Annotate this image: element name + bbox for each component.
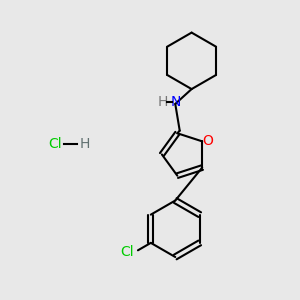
Text: Cl: Cl (120, 245, 134, 259)
Text: N: N (171, 94, 181, 109)
Text: O: O (202, 134, 213, 148)
Text: H: H (80, 137, 90, 151)
Text: H: H (158, 94, 168, 109)
Text: Cl: Cl (48, 137, 62, 151)
